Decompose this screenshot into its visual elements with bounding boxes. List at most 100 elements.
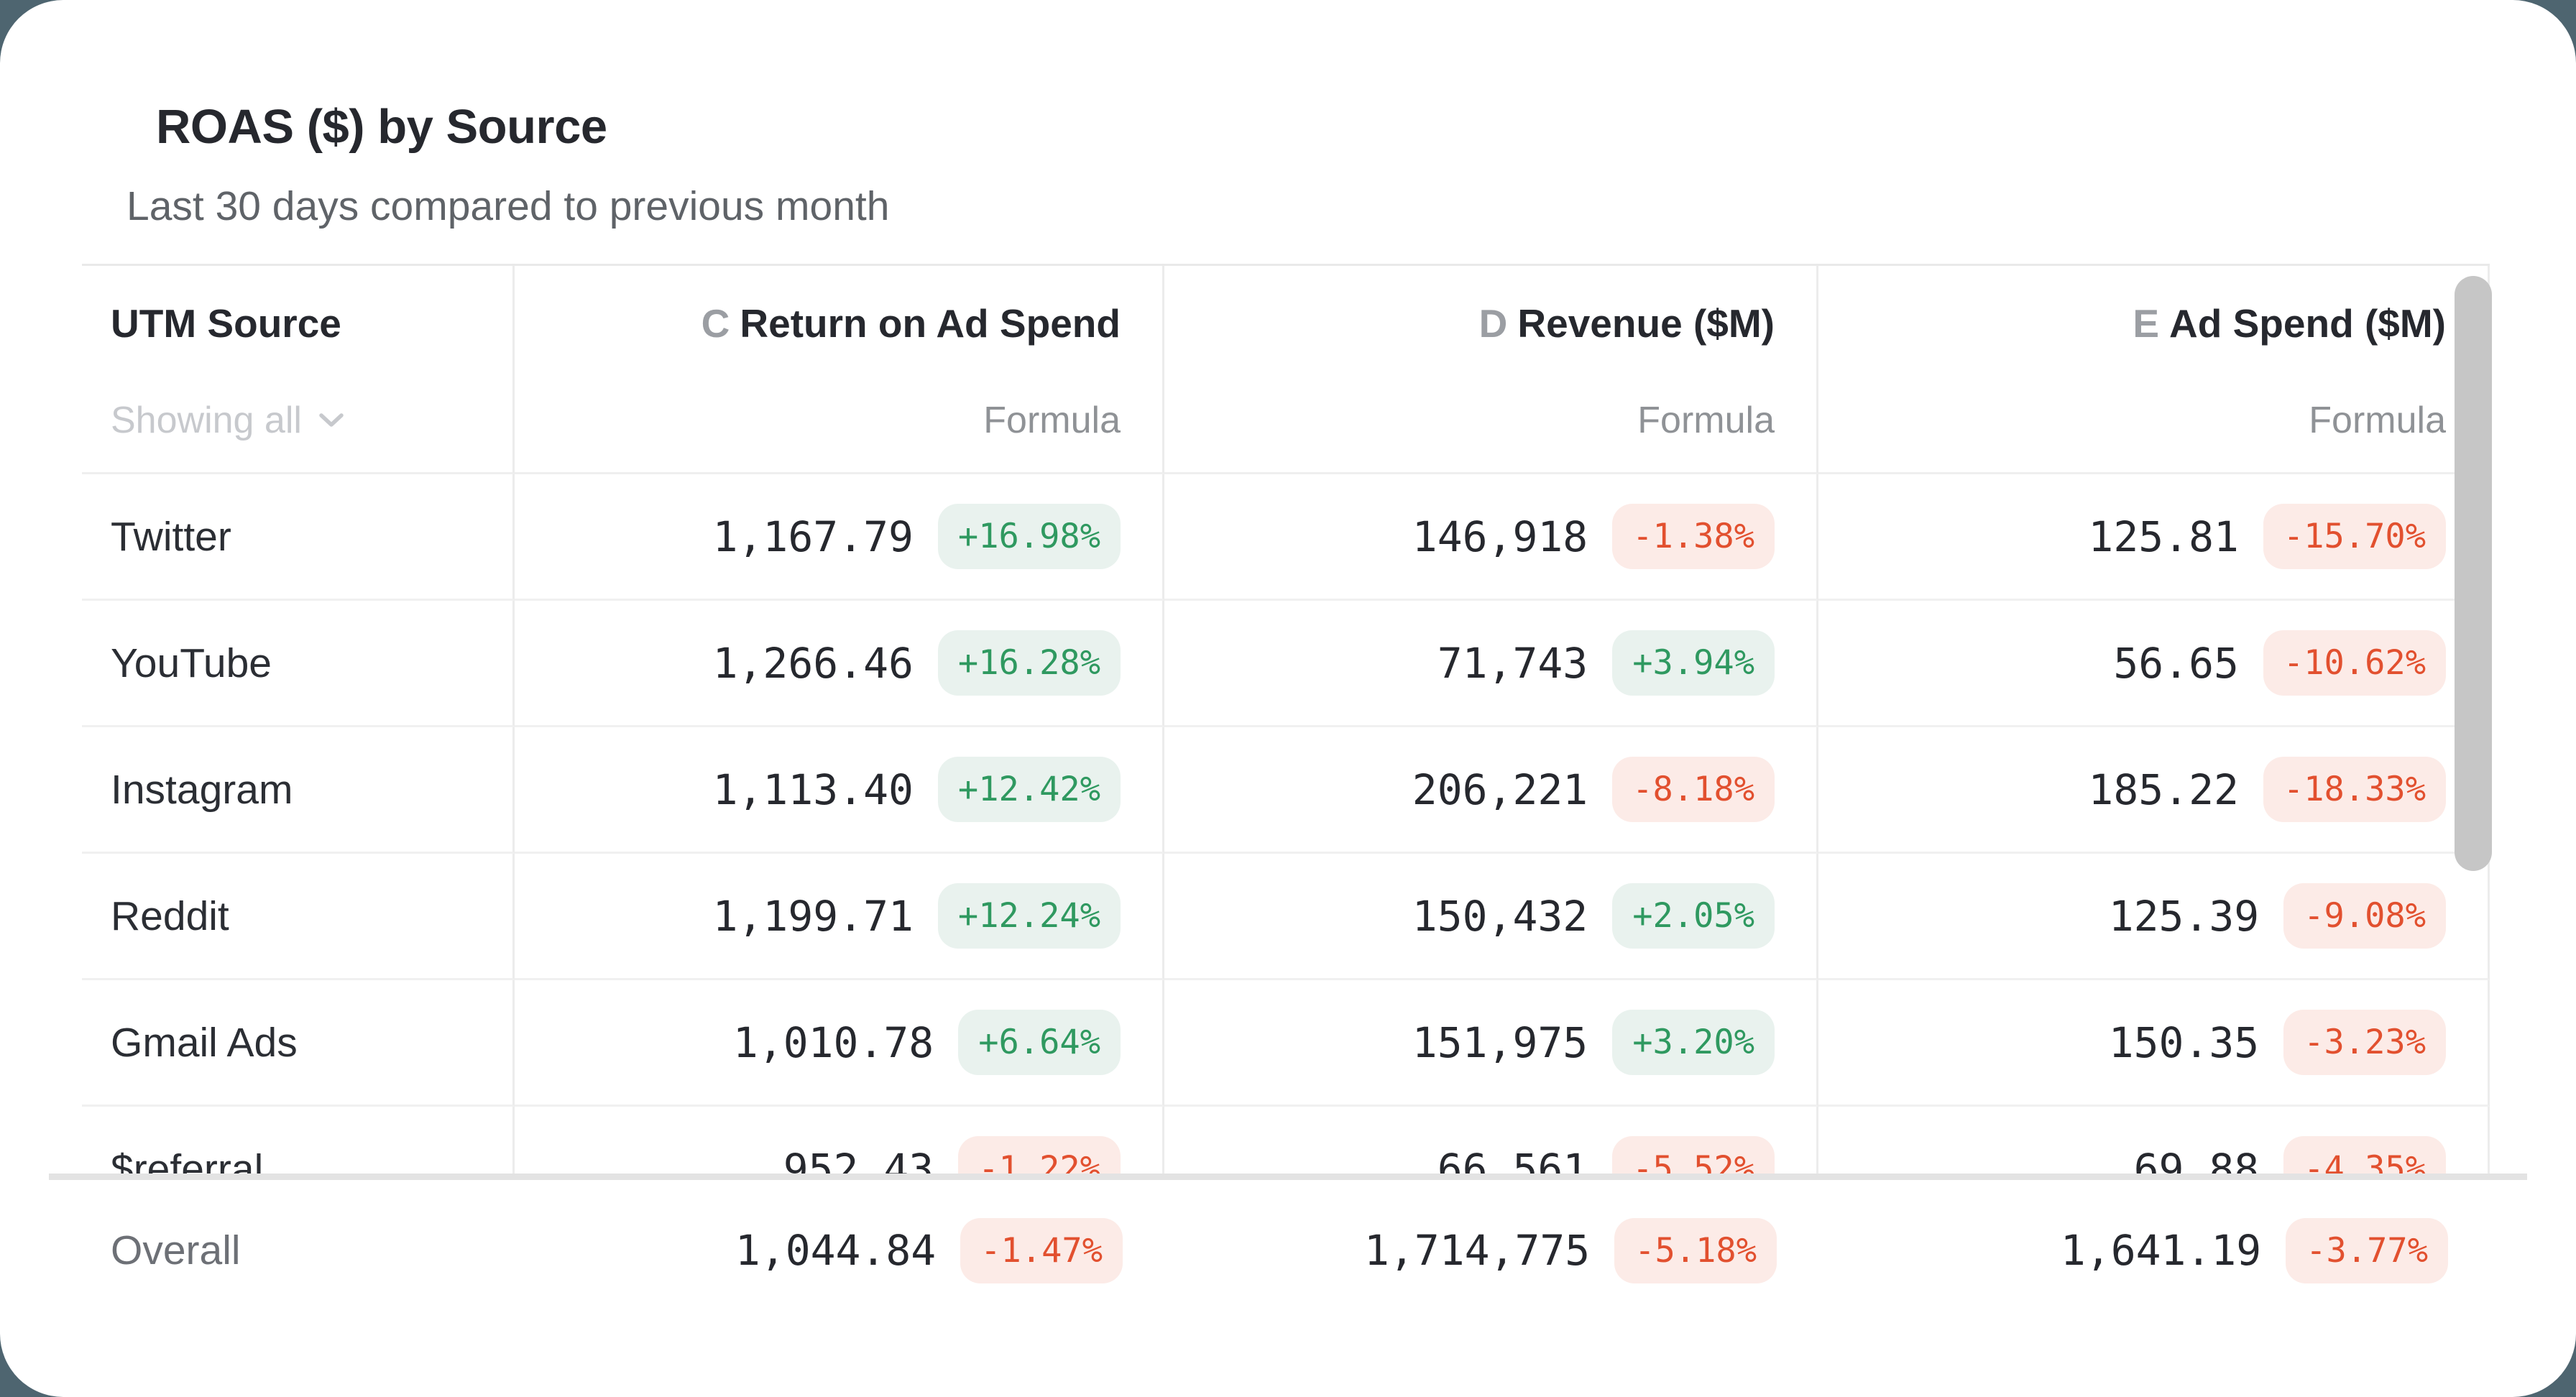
revenue-column-letter: D — [1478, 301, 1508, 346]
column-header-utm-source: UTM Source Showing all — [82, 266, 515, 475]
roas-header-label: C Return on Ad Spend — [701, 301, 1121, 346]
row-ad-spend-cell: 125.81 -15.70% — [1818, 474, 2490, 601]
row-roas-cell: 1,113.40 +12.42% — [515, 727, 1164, 854]
row-roas-delta-badge: +12.24% — [937, 883, 1121, 949]
row-roas-cell: 1,266.46 +16.28% — [515, 601, 1164, 728]
ad-spend-header-label: E Ad Spend ($M) — [2133, 301, 2446, 346]
overall-ad-spend-value: 1,641.19 — [2060, 1226, 2262, 1276]
row-source-label: Reddit — [82, 854, 515, 981]
overall-roas-value: 1,044.84 — [735, 1226, 937, 1276]
row-source-label: YouTube — [82, 601, 515, 728]
overall-revenue-cell: 1,714,775 -5.18% — [1164, 1180, 1818, 1321]
row-revenue-cell: 206,221 -8.18% — [1164, 727, 1818, 854]
row-revenue-value: 151,975 — [1412, 1018, 1588, 1067]
overall-roas-cell: 1,044.84 -1.47% — [515, 1180, 1164, 1321]
ad-spend-column-letter: E — [2133, 301, 2160, 346]
row-ad-spend-cell: 150.35 -3.23% — [1818, 980, 2490, 1107]
row-ad-spend-cell: 185.22 -18.33% — [1818, 727, 2490, 854]
column-header-roas: C Return on Ad Spend Formula — [515, 266, 1164, 475]
overall-roas-delta-badge: -1.47% — [960, 1217, 1123, 1283]
row-revenue-value: 150,432 — [1412, 891, 1588, 941]
row-ad-spend-value: 69.88 — [2133, 1144, 2260, 1174]
roas-column-letter: C — [701, 301, 730, 346]
row-roas-cell: 1,167.79 +16.98% — [515, 474, 1164, 601]
row-ad-spend-delta-badge: -18.33% — [2263, 757, 2446, 823]
row-revenue-cell: 66,561 -5.52% — [1164, 1107, 1818, 1174]
row-revenue-value: 66,561 — [1437, 1144, 1588, 1174]
table-header-row: UTM Source Showing all C Return on Ad Spe… — [82, 266, 2490, 475]
row-roas-value: 1,266.46 — [712, 638, 914, 688]
row-revenue-cell: 71,743 +3.94% — [1164, 601, 1818, 728]
row-revenue-cell: 151,975 +3.20% — [1164, 980, 1818, 1107]
row-roas-value: 1,113.40 — [712, 765, 914, 814]
row-ad-spend-value: 150.35 — [2108, 1018, 2260, 1067]
table-row: Reddit 1,199.71 +12.24% 150,432 +2.05% 1… — [82, 854, 2490, 981]
row-ad-spend-cell: 69.88 -4.35% — [1818, 1107, 2490, 1174]
overall-ad-spend-delta-badge: -3.77% — [2286, 1217, 2448, 1283]
overall-revenue-delta-badge: -5.18% — [1614, 1217, 1777, 1283]
row-ad-spend-cell: 56.65 -10.62% — [1818, 601, 2490, 728]
table-row: Twitter 1,167.79 +16.98% 146,918 -1.38% … — [82, 474, 2490, 601]
column-header-revenue: D Revenue ($M) Formula — [1164, 266, 1818, 475]
row-revenue-delta-badge: +2.05% — [1612, 883, 1775, 949]
widget-subtitle: Last 30 days compared to previous month — [126, 183, 890, 230]
table-row: $referral 952.43 -1.22% 66,561 -5.52% 69… — [82, 1107, 2490, 1174]
row-revenue-delta-badge: +3.20% — [1612, 1010, 1775, 1076]
row-revenue-value: 146,918 — [1412, 512, 1588, 561]
row-ad-spend-value: 56.65 — [2113, 638, 2239, 688]
roas-table: UTM Source Showing all C Return on Ad Spe… — [49, 264, 2527, 1321]
chevron-down-icon — [318, 412, 345, 429]
row-ad-spend-delta-badge: -3.23% — [2283, 1010, 2446, 1076]
showing-all-label: Showing all — [111, 400, 302, 442]
row-revenue-value: 71,743 — [1437, 638, 1588, 688]
overall-ad-spend-cell: 1,641.19 -3.77% — [1818, 1180, 2490, 1321]
row-revenue-value: 206,221 — [1412, 765, 1588, 814]
row-revenue-cell: 146,918 -1.38% — [1164, 474, 1818, 601]
ad-spend-formula-label: Formula — [2309, 400, 2446, 442]
row-ad-spend-cell: 125.39 -9.08% — [1818, 854, 2490, 981]
footer-divider — [49, 1174, 2527, 1181]
row-ad-spend-delta-badge: -15.70% — [2263, 504, 2446, 570]
row-revenue-cell: 150,432 +2.05% — [1164, 854, 1818, 981]
revenue-formula-label: Formula — [1637, 400, 1775, 442]
row-roas-cell: 1,010.78 +6.64% — [515, 980, 1164, 1107]
row-roas-cell: 1,199.71 +12.24% — [515, 854, 1164, 981]
roas-formula-label: Formula — [983, 400, 1121, 442]
vertical-scrollbar-thumb[interactable] — [2455, 276, 2492, 872]
row-revenue-delta-badge: +3.94% — [1612, 630, 1775, 696]
row-ad-spend-delta-badge: -10.62% — [2263, 630, 2446, 696]
row-source-label: $referral — [82, 1107, 515, 1174]
table-row: Gmail Ads 1,010.78 +6.64% 151,975 +3.20%… — [82, 980, 2490, 1107]
row-ad-spend-delta-badge: -4.35% — [2283, 1136, 2446, 1174]
row-roas-value: 1,167.79 — [712, 512, 914, 561]
row-ad-spend-delta-badge: -9.08% — [2283, 883, 2446, 949]
table-row: Instagram 1,113.40 +12.42% 206,221 -8.18… — [82, 727, 2490, 854]
column-header-ad-spend: E Ad Spend ($M) Formula — [1818, 266, 2490, 475]
row-roas-value: 1,010.78 — [732, 1018, 934, 1067]
utm-source-header-label: UTM Source — [111, 301, 341, 346]
overall-row: Overall 1,044.84 -1.47% 1,714,775 -5.18%… — [82, 1180, 2490, 1321]
revenue-header-label: D Revenue ($M) — [1478, 301, 1775, 346]
row-roas-delta-badge: +12.42% — [937, 757, 1121, 823]
row-roas-cell: 952.43 -1.22% — [515, 1107, 1164, 1174]
row-source-label: Instagram — [82, 727, 515, 854]
row-roas-value: 1,199.71 — [712, 891, 914, 941]
row-ad-spend-value: 185.22 — [2088, 765, 2239, 814]
table-scroll-area[interactable]: Twitter 1,167.79 +16.98% 146,918 -1.38% … — [82, 474, 2490, 1174]
row-ad-spend-value: 125.39 — [2108, 891, 2260, 941]
table-row: YouTube 1,266.46 +16.28% 71,743 +3.94% 5… — [82, 601, 2490, 728]
row-roas-delta-badge: +16.28% — [937, 630, 1121, 696]
row-revenue-delta-badge: -8.18% — [1612, 757, 1775, 823]
row-roas-delta-badge: +6.64% — [958, 1010, 1121, 1076]
row-source-label: Twitter — [82, 474, 515, 601]
row-roas-delta-badge: +16.98% — [937, 504, 1121, 570]
row-source-label: Gmail Ads — [82, 980, 515, 1107]
widget-title: ROAS ($) by Source — [156, 100, 607, 154]
overall-label: Overall — [111, 1227, 241, 1274]
row-revenue-delta-badge: -1.38% — [1612, 504, 1775, 570]
overall-revenue-value: 1,714,775 — [1363, 1226, 1591, 1276]
showing-all-dropdown[interactable]: Showing all — [111, 399, 471, 442]
row-revenue-delta-badge: -5.52% — [1612, 1136, 1775, 1174]
